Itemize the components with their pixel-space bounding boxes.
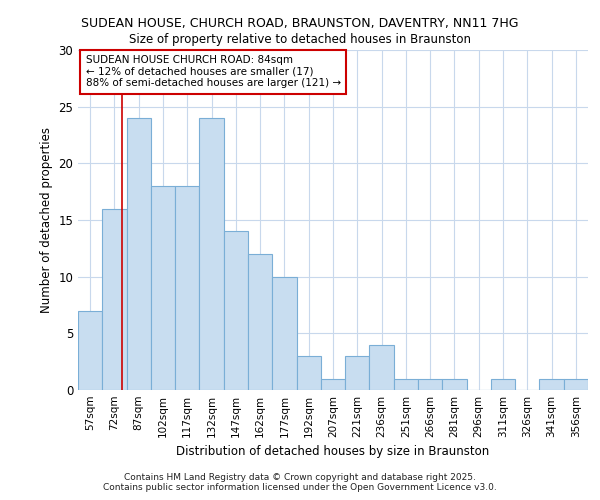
Bar bbox=[296, 356, 321, 390]
Bar bbox=[102, 208, 127, 390]
Bar bbox=[370, 344, 394, 390]
Bar bbox=[345, 356, 370, 390]
Text: SUDEAN HOUSE, CHURCH ROAD, BRAUNSTON, DAVENTRY, NN11 7HG: SUDEAN HOUSE, CHURCH ROAD, BRAUNSTON, DA… bbox=[81, 18, 519, 30]
Bar bbox=[539, 378, 564, 390]
Bar bbox=[248, 254, 272, 390]
Bar bbox=[442, 378, 467, 390]
Bar bbox=[564, 378, 588, 390]
Bar bbox=[394, 378, 418, 390]
X-axis label: Distribution of detached houses by size in Braunston: Distribution of detached houses by size … bbox=[176, 446, 490, 458]
Bar bbox=[78, 310, 102, 390]
Bar bbox=[491, 378, 515, 390]
Bar bbox=[127, 118, 151, 390]
Y-axis label: Number of detached properties: Number of detached properties bbox=[40, 127, 53, 313]
Bar bbox=[199, 118, 224, 390]
Bar bbox=[272, 276, 296, 390]
Text: SUDEAN HOUSE CHURCH ROAD: 84sqm
← 12% of detached houses are smaller (17)
88% of: SUDEAN HOUSE CHURCH ROAD: 84sqm ← 12% of… bbox=[86, 55, 341, 88]
Bar bbox=[175, 186, 199, 390]
Bar bbox=[418, 378, 442, 390]
Bar bbox=[224, 232, 248, 390]
Bar bbox=[321, 378, 345, 390]
Bar bbox=[151, 186, 175, 390]
Text: Contains HM Land Registry data © Crown copyright and database right 2025.
Contai: Contains HM Land Registry data © Crown c… bbox=[103, 473, 497, 492]
Text: Size of property relative to detached houses in Braunston: Size of property relative to detached ho… bbox=[129, 32, 471, 46]
